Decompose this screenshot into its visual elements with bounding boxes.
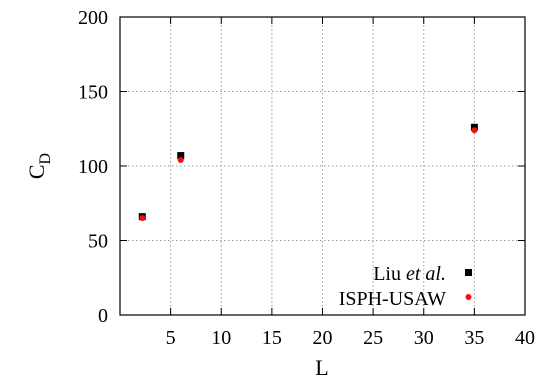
y-tick-label: 200: [78, 7, 108, 29]
y-axis-label-main: C: [24, 164, 49, 179]
y-tick-label: 100: [78, 156, 108, 178]
legend-label-italic: et al.: [406, 263, 446, 285]
x-tick-label: 15: [262, 327, 282, 349]
y-tick-label: 150: [78, 82, 108, 104]
y-axis-label: CD: [24, 153, 54, 179]
x-axis-label: L: [315, 355, 328, 380]
legend-label-main: Liu: [373, 263, 406, 285]
point-square: [177, 152, 185, 160]
grid: [120, 17, 525, 315]
svg-text:CD: CD: [24, 153, 54, 179]
point-circle: [177, 157, 184, 164]
x-tick-label: 30: [414, 327, 434, 349]
x-tick-label: 25: [363, 327, 383, 349]
x-tick-label: 40: [515, 327, 535, 349]
x-tick-label: 10: [211, 327, 231, 349]
legend: Liu et al. ISPH-USAW: [339, 263, 472, 310]
y-tick-label: 50: [88, 231, 108, 253]
legend-marker-circle: [465, 294, 472, 300]
x-tick-label: 20: [313, 327, 333, 349]
x-tick-label: 5: [166, 327, 176, 349]
legend-marker-square: [465, 269, 472, 276]
data-points: [138, 123, 478, 222]
legend-entry-label: Liu et al.: [373, 263, 446, 285]
axis-ticks: [120, 16, 526, 316]
x-tick-label: 35: [464, 327, 484, 349]
y-axis-label-subscript: D: [37, 153, 54, 165]
tick-labels: 5 10 15 20 25 30 35 40 0 50 100 150 200: [78, 7, 535, 349]
point-circle: [139, 215, 146, 222]
point-circle: [471, 127, 478, 134]
y-tick-label: 0: [98, 305, 108, 327]
legend-entry-label: ISPH-USAW: [339, 288, 446, 310]
